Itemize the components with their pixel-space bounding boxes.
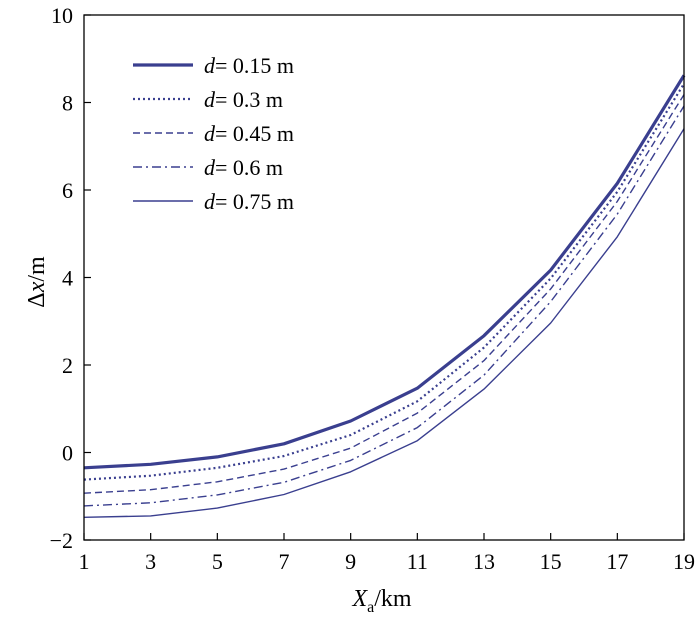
legend-label-1: d= 0.15 m	[204, 53, 294, 78]
x-tick-label: 7	[279, 549, 290, 574]
x-axis-label: Xa/km	[351, 586, 411, 616]
legend-label-3: d= 0.45 m	[204, 121, 294, 146]
y-tick-label: −2	[50, 528, 73, 553]
y-tick-label: 4	[62, 266, 73, 291]
legend-label-5: d= 0.75 m	[204, 189, 294, 214]
legend-label-2: d= 0.3 m	[204, 87, 283, 112]
x-tick-label: 13	[473, 549, 495, 574]
y-tick-label: 10	[51, 3, 73, 28]
y-tick-label: 0	[62, 441, 73, 466]
x-tick-label: 15	[540, 549, 562, 574]
series-line-1	[83, 74, 686, 470]
series-line-2	[83, 83, 685, 481]
x-tick-label: 9	[345, 549, 356, 574]
x-tick-label: 17	[606, 549, 628, 574]
y-axis-label: Δx/m	[24, 256, 50, 308]
series-line-4	[83, 105, 685, 507]
series-line-3	[83, 94, 685, 494]
x-tick-label: 11	[407, 549, 428, 574]
plot-lines	[83, 74, 686, 518]
legend-label-4: d= 0.6 m	[204, 155, 283, 180]
y-tick-label: 8	[62, 91, 73, 116]
x-tick-label: 5	[212, 549, 223, 574]
y-tick-label: 6	[62, 178, 73, 203]
x-tick-label: 1	[79, 549, 90, 574]
series-line-5	[83, 128, 685, 518]
legend: d= 0.15 m d= 0.3 m d= 0.45 m d= 0.6 m d= 0.7…	[133, 53, 294, 214]
x-tick-label: 3	[145, 549, 156, 574]
x-tick-label: 19	[673, 549, 695, 574]
y-tick-label: 2	[62, 353, 73, 378]
